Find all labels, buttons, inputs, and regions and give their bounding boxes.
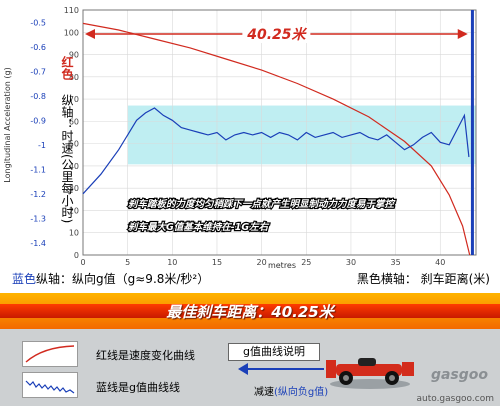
speed-tick-label: 30 [69,184,79,193]
g-tick-label: -1 [38,141,46,150]
speed-tick-label: 0 [74,251,79,260]
g-axis-label: Longitudinal Acceleration (g) [3,67,12,182]
x-tick-label: 5 [125,258,130,267]
g-tick-label: -0.5 [30,18,46,27]
x-axis-legend: 黑色横轴： 刹车距离(米) [356,272,490,286]
g-series-line [82,107,470,195]
g-explain-box: g值曲线说明 [228,343,320,361]
g-band [127,105,476,165]
decel-label: 减速(纵向负g值) [254,383,328,398]
g-tick-label: -0.9 [30,116,46,125]
speed-tick-label: 10 [69,229,79,238]
x-axis-label: metres [268,261,296,270]
x-tick-label: 35 [391,258,401,267]
x-tick-label: 25 [301,258,311,267]
race-car-icon [326,358,414,389]
annotation-line-2: 刹车最大G值基本维持在-1G左右 [128,221,270,233]
speed-tick-label: 40 [69,162,79,171]
x-tick-label: 15 [212,258,222,267]
speed-tick-label: 110 [64,6,79,15]
blue-line-sample [22,372,78,398]
speed-tick-label: 50 [69,140,79,149]
blue-line-label: 蓝线是g值曲线线 [96,381,180,394]
g-tick-label: -1.4 [30,239,46,248]
speed-tick-label: 60 [69,117,79,126]
x-tick-label: 30 [346,258,356,267]
banner-band [0,304,500,318]
g-axis: -0.5 -0.6 -0.7 -0.8 -0.9 -1 -1.1 -1.2 -1.3 -1.4 [30,18,46,248]
g-axis-legend: 蓝色纵轴：纵向g值（g≈9.8米/秒²） [12,270,209,287]
gasgoo-logo: gasgoo [430,367,488,383]
speed-series-line [82,22,471,256]
x-tick-label: 40 [435,258,445,267]
speed-tick-label: 20 [69,206,79,215]
g-tick-label: -0.6 [30,43,46,52]
distance-arrow-head-right [457,29,468,39]
distance-arrow-head-left [85,29,95,39]
g-tick-label: -1.1 [30,165,46,174]
speed-tick-label: 70 [69,95,79,104]
speed-tick-label: 80 [69,73,79,82]
speed-tick-label: 90 [69,51,79,60]
banner-title: 最佳刹车距离：40.25米 [166,303,334,321]
x-tick-label: 20 [257,258,267,267]
watermark-url: auto.gasgoo.com [416,394,494,404]
key-panel: 红线是速度变化曲线 蓝线是g值曲线线 [0,329,500,406]
speed-axis-label: 纵轴：时速(公里每小时) [60,94,74,224]
g-tick-label: -1.2 [30,190,46,199]
speed-axis: 0 10 20 30 40 50 60 70 80 90 100 110 [64,6,79,260]
g-axis-legend-text: 纵轴：纵向g值（g≈9.8米/秒²） [36,272,210,286]
red-line-sample [22,341,78,367]
g-axis-legend-color: 蓝色 [12,272,37,286]
speed-axis-label-red: 红色 [60,55,74,81]
x-tick-label: 0 [80,258,85,267]
result-banner: 最佳刹车距离：40.25米 [0,293,500,329]
distance-arrow [85,23,468,43]
g-tick-label: -1.3 [30,214,46,223]
g-tick-label: -0.8 [30,92,46,101]
distance-label: 40.25米 [246,26,307,43]
speed-tick-label: 100 [64,28,79,37]
red-line-label: 红线是速度变化曲线 [96,349,195,362]
distance-label-bg [242,23,311,43]
g-tick-label: -0.7 [30,67,46,76]
decel-prefix: 减速 [254,387,274,398]
plot-frame [82,9,477,256]
x-axis: 0 5 10 15 20 25 30 35 40 [80,258,445,267]
annotation-line-1: 刹车踏板的力度均匀稍踩下一点就产生明显制动力力度易于掌控 [128,198,397,210]
x-tick-label: 10 [167,258,177,267]
decel-g: (纵向负g值) [274,387,329,398]
decel-arrow [238,363,324,375]
